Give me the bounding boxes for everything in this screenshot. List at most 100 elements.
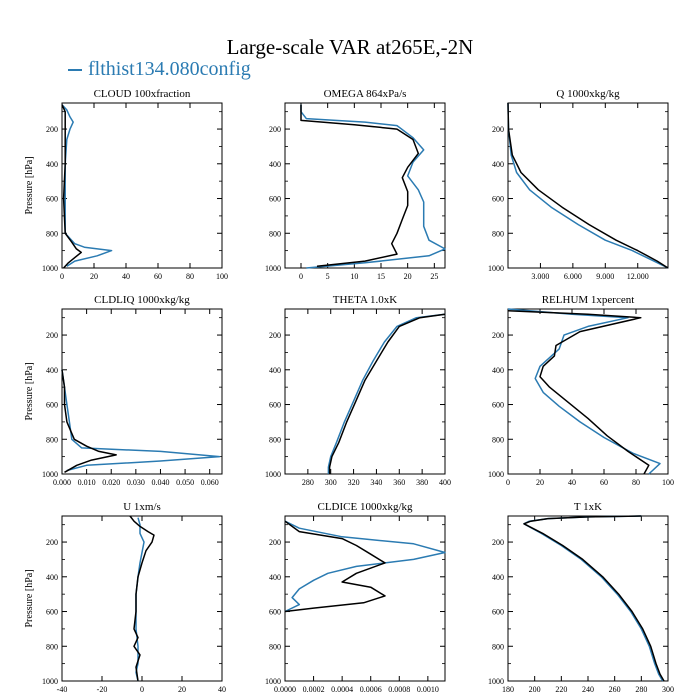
x-tick-label: 20	[536, 478, 544, 487]
legend: flthist134.080config	[68, 58, 251, 81]
plot-title: CLDLIQ 1000xkg/kg	[94, 294, 190, 306]
y-tick-label: 200	[46, 125, 58, 134]
series-line-config	[61, 369, 221, 472]
x-tick-label: 380	[416, 478, 428, 487]
y-tick-label: 400	[46, 366, 58, 375]
plot-frame	[61, 102, 223, 269]
series-line-reference	[300, 104, 420, 268]
y-tick-label: 400	[46, 573, 58, 582]
y-tick-label: 1000	[488, 264, 504, 273]
y-tick-label: 400	[492, 160, 504, 169]
x-tick-label: 0.040	[151, 478, 169, 487]
x-tick-label: 0.000	[53, 478, 71, 487]
x-tick-label: 0	[140, 685, 144, 694]
y-tick-label: 400	[492, 573, 504, 582]
y-tick-label: 800	[269, 642, 281, 651]
y-tick-label: 800	[46, 642, 58, 651]
series-line-config	[507, 102, 669, 269]
y-tick-label: 600	[46, 401, 58, 410]
x-tick-label: 0.020	[102, 478, 120, 487]
x-tick-label: 100	[662, 478, 674, 487]
y-tick-label: 600	[492, 401, 504, 410]
y-tick-label: 800	[492, 229, 504, 238]
x-tick-label: 25	[430, 272, 438, 281]
y-tick-label: 400	[269, 366, 281, 375]
y-tick-label: 1000	[42, 677, 58, 686]
y-tick-label: 200	[492, 538, 504, 547]
x-tick-label: 260	[609, 685, 621, 694]
y-tick-label: 400	[46, 160, 58, 169]
y-tick-label: 600	[46, 608, 58, 617]
x-tick-label: 10	[350, 272, 358, 281]
y-tick-label: 1000	[488, 677, 504, 686]
plot-frame	[507, 308, 669, 475]
plot-frame	[284, 515, 446, 682]
series-line-config	[300, 104, 446, 269]
series-line-config	[61, 104, 113, 267]
legend-label: flthist134.080config	[88, 58, 251, 80]
x-tick-label: 100	[216, 272, 228, 281]
y-tick-label: 1000	[488, 470, 504, 479]
y-tick-label: 200	[269, 538, 281, 547]
x-tick-label: 0.010	[78, 478, 96, 487]
series-line-config	[327, 313, 446, 474]
series-line-reference	[61, 104, 82, 269]
x-tick-label: -40	[57, 685, 68, 694]
x-tick-label: 0.0010	[417, 685, 439, 694]
y-tick-label: 800	[269, 229, 281, 238]
y-tick-label: 800	[492, 435, 504, 444]
x-tick-label: 6.000	[564, 272, 582, 281]
x-tick-label: 12.000	[627, 272, 649, 281]
y-tick-label: 600	[269, 195, 281, 204]
legend-swatch	[68, 69, 82, 72]
x-tick-label: 0.0004	[331, 685, 353, 694]
x-tick-label: 3.000	[531, 272, 549, 281]
series-line-reference	[507, 309, 650, 475]
x-tick-label: 0.0000	[274, 685, 296, 694]
plot-title: THETA 1.0xK	[333, 294, 398, 306]
x-tick-label: 0.0008	[388, 685, 410, 694]
x-tick-label: 20	[178, 685, 186, 694]
x-tick-label: 400	[439, 478, 451, 487]
x-tick-label: 0.030	[127, 478, 145, 487]
x-tick-label: 60	[154, 272, 162, 281]
plot-title: T 1xK	[574, 501, 602, 513]
series-line-config	[284, 520, 446, 613]
y-tick-label: 1000	[265, 470, 281, 479]
x-tick-label: 280	[302, 478, 314, 487]
plot-title: RELHUM 1xpercent	[542, 294, 635, 306]
y-tick-label: 1000	[42, 470, 58, 479]
series-line-reference	[284, 520, 386, 613]
x-tick-label: 0	[60, 272, 64, 281]
plot-frame	[507, 102, 669, 269]
plot-frame	[507, 515, 669, 682]
series-line-config	[507, 308, 661, 475]
x-tick-label: 360	[393, 478, 405, 487]
plot-title: U 1xm/s	[123, 501, 161, 513]
y-tick-label: 400	[492, 366, 504, 375]
y-tick-label: 400	[269, 160, 281, 169]
x-tick-label: 80	[632, 478, 640, 487]
x-tick-label: 20	[404, 272, 412, 281]
y-tick-label: 600	[46, 195, 58, 204]
x-tick-label: 220	[555, 685, 567, 694]
x-tick-label: 300	[662, 685, 674, 694]
series-line-reference	[328, 313, 446, 474]
page-title: Large-scale VAR at265E,-2N	[226, 35, 474, 59]
x-tick-label: 40	[218, 685, 226, 694]
plot-frame	[61, 308, 223, 475]
x-tick-label: -20	[97, 685, 108, 694]
plot-frame	[61, 515, 223, 682]
y-tick-label: 800	[46, 435, 58, 444]
x-tick-label: 40	[568, 478, 576, 487]
x-tick-label: 180	[502, 685, 514, 694]
plot-title: CLOUD 100xfraction	[94, 88, 191, 100]
x-tick-label: 320	[348, 478, 360, 487]
plot-frame	[284, 102, 446, 269]
y-tick-label: 1000	[265, 264, 281, 273]
y-tick-label: 200	[492, 125, 504, 134]
x-tick-label: 300	[325, 478, 337, 487]
y-tick-label: 600	[492, 195, 504, 204]
x-tick-label: 0	[506, 478, 510, 487]
y-tick-label: 800	[269, 435, 281, 444]
